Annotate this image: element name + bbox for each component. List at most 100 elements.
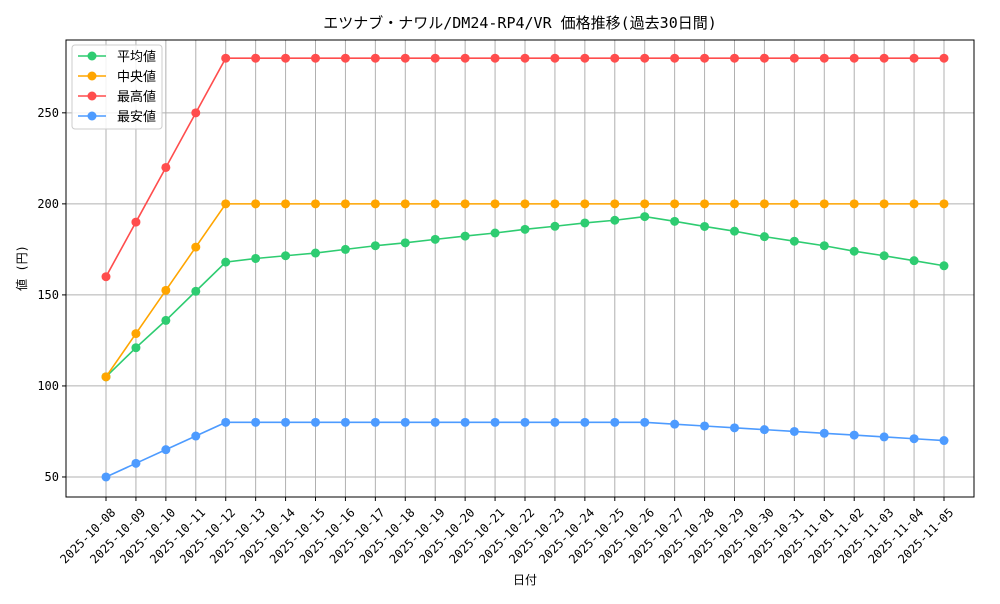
data-point bbox=[131, 458, 141, 468]
data-point bbox=[191, 286, 201, 296]
data-point bbox=[759, 199, 769, 209]
legend-item: 平均値 bbox=[78, 49, 156, 65]
series-2 bbox=[101, 53, 949, 282]
data-point bbox=[221, 417, 231, 427]
data-point bbox=[640, 199, 650, 209]
data-point bbox=[819, 53, 829, 63]
data-point bbox=[700, 199, 710, 209]
data-point bbox=[550, 417, 560, 427]
data-point bbox=[251, 199, 261, 209]
data-point bbox=[670, 216, 680, 226]
series-group bbox=[101, 53, 949, 482]
data-point bbox=[879, 53, 889, 63]
data-point bbox=[340, 417, 350, 427]
legend-label: 最高値 bbox=[117, 89, 156, 105]
legend-item: 最安値 bbox=[78, 109, 156, 125]
data-point bbox=[819, 199, 829, 209]
data-point bbox=[281, 417, 291, 427]
data-point bbox=[550, 53, 560, 63]
series-3 bbox=[101, 417, 949, 482]
data-point bbox=[340, 244, 350, 254]
data-point bbox=[849, 53, 859, 63]
legend-marker bbox=[87, 111, 97, 121]
data-point bbox=[550, 221, 560, 231]
data-point bbox=[879, 432, 889, 442]
data-point bbox=[520, 417, 530, 427]
data-point bbox=[161, 285, 171, 295]
data-point bbox=[191, 242, 201, 252]
data-point bbox=[520, 53, 530, 63]
data-point bbox=[251, 417, 261, 427]
data-point bbox=[311, 417, 320, 427]
data-point bbox=[789, 236, 799, 246]
data-point bbox=[370, 53, 380, 63]
data-point bbox=[849, 430, 859, 440]
grid bbox=[66, 40, 974, 497]
data-point bbox=[909, 53, 919, 63]
data-point bbox=[939, 436, 949, 446]
data-point bbox=[909, 256, 919, 266]
data-point bbox=[251, 253, 261, 263]
data-point bbox=[610, 215, 620, 225]
data-point bbox=[101, 272, 111, 282]
data-point bbox=[789, 426, 799, 436]
data-point bbox=[370, 417, 380, 427]
data-point bbox=[730, 226, 739, 236]
data-point bbox=[670, 419, 680, 429]
data-point bbox=[131, 217, 141, 227]
data-point bbox=[161, 445, 171, 455]
x-axis: 2025-10-082025-10-092025-10-102025-10-11… bbox=[57, 497, 956, 566]
data-point bbox=[640, 212, 650, 222]
data-point bbox=[400, 417, 410, 427]
data-point bbox=[670, 199, 680, 209]
data-point bbox=[400, 53, 410, 63]
data-point bbox=[700, 221, 710, 231]
x-axis-label: 日付 bbox=[513, 573, 537, 587]
legend-marker bbox=[87, 51, 97, 61]
data-point bbox=[490, 199, 500, 209]
data-point bbox=[819, 428, 829, 438]
data-point bbox=[550, 199, 560, 209]
data-point bbox=[759, 425, 769, 435]
data-point bbox=[879, 199, 889, 209]
legend-label: 最安値 bbox=[117, 109, 156, 125]
data-point bbox=[610, 53, 620, 63]
data-point bbox=[849, 199, 859, 209]
data-point bbox=[580, 53, 590, 63]
data-point bbox=[789, 53, 799, 63]
data-point bbox=[281, 199, 291, 209]
data-point bbox=[909, 199, 919, 209]
data-point bbox=[191, 108, 201, 118]
y-tick-label: 250 bbox=[37, 106, 59, 120]
data-point bbox=[640, 417, 650, 427]
data-point bbox=[400, 199, 410, 209]
y-axis: 50 100 150 200 250 bbox=[37, 106, 66, 484]
data-point bbox=[400, 238, 410, 248]
data-point bbox=[101, 472, 111, 482]
data-point bbox=[460, 199, 470, 209]
legend-marker bbox=[87, 91, 97, 101]
data-point bbox=[819, 241, 829, 251]
data-point bbox=[161, 315, 171, 325]
legend-label: 平均値 bbox=[117, 49, 156, 65]
data-point bbox=[700, 421, 710, 431]
data-point bbox=[849, 246, 859, 256]
data-point bbox=[730, 53, 739, 63]
data-point bbox=[430, 199, 440, 209]
data-point bbox=[430, 234, 440, 244]
data-point bbox=[251, 53, 261, 63]
data-point bbox=[460, 417, 470, 427]
data-point bbox=[580, 417, 590, 427]
data-point bbox=[460, 231, 470, 241]
data-point bbox=[939, 199, 949, 209]
data-point bbox=[370, 199, 380, 209]
data-point bbox=[281, 53, 291, 63]
legend-item: 中央値 bbox=[78, 69, 156, 85]
data-point bbox=[670, 53, 680, 63]
data-point bbox=[490, 417, 500, 427]
legend-label: 中央値 bbox=[117, 69, 156, 85]
data-point bbox=[311, 199, 320, 209]
y-tick-label: 100 bbox=[37, 379, 59, 393]
